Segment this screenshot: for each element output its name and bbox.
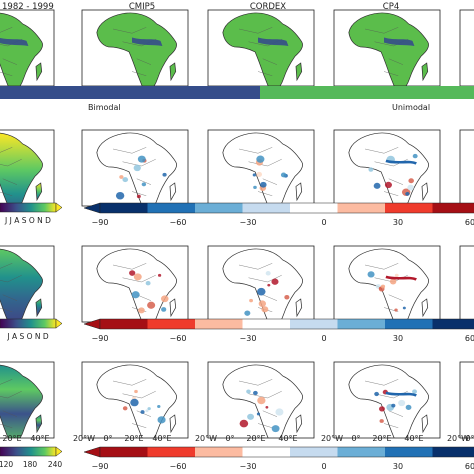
colorbar-bin <box>337 319 385 329</box>
colorbar-bin <box>385 203 433 213</box>
colorbar-bin <box>432 319 474 329</box>
sequential-tick: 120 <box>0 460 13 469</box>
colorbar-bin <box>432 447 474 457</box>
map-panel <box>459 129 474 207</box>
colorbar-tick: −60 <box>170 218 187 227</box>
colorbar-bin <box>337 447 385 457</box>
month-ticks: J J A S O N D <box>4 216 51 225</box>
colorbar-bin <box>195 319 243 329</box>
column-title: 1982 - 1999 <box>2 2 54 12</box>
colorbar-bin <box>385 319 433 329</box>
colorbar-tick: 30 <box>393 334 403 343</box>
colorbar-extend <box>83 446 101 458</box>
map-panel <box>333 129 441 207</box>
regime-segment <box>0 86 260 99</box>
map-panel <box>207 129 315 207</box>
colorbar-bin <box>195 203 243 213</box>
colorbar-bin <box>195 447 243 457</box>
map-panel <box>0 361 55 439</box>
colorbar-tick: −30 <box>240 218 257 227</box>
lon-tick: 20°W <box>195 434 217 443</box>
column-title: CMIP5 <box>129 2 155 12</box>
map-panel <box>207 361 315 439</box>
map-panel <box>459 9 474 87</box>
colorbar-bin <box>432 203 474 213</box>
sequential-colorbar <box>0 202 57 213</box>
colorbar-tick: 30 <box>393 218 403 227</box>
colorbar-bin <box>290 319 338 329</box>
colorbar-tick: −60 <box>170 462 187 471</box>
lon-tick: 40°E <box>152 434 171 443</box>
column-title: CORDEX <box>250 2 286 12</box>
colorbar-tick: 0 <box>321 218 326 227</box>
map-panel <box>333 361 441 439</box>
lon-tick: 40°E <box>404 434 423 443</box>
lon-tick: 20°W <box>447 434 469 443</box>
lon-tick: 20°E <box>2 434 21 443</box>
colorbar-tick: 0 <box>321 334 326 343</box>
sequential-tick: 240 <box>48 460 63 469</box>
sequential-colorbar <box>0 446 57 457</box>
map-panel <box>81 245 189 323</box>
colorbar-tick: −90 <box>92 462 109 471</box>
regime-label: Unimodal <box>392 103 430 112</box>
lon-tick: 0° <box>225 434 234 443</box>
sequential-colorbar <box>0 318 57 329</box>
colorbar-bin <box>147 203 195 213</box>
map-panel <box>333 9 441 87</box>
colorbar-bin <box>290 203 338 213</box>
sequential-tick: 180 <box>23 460 38 469</box>
lon-tick: 0° <box>465 434 474 443</box>
colorbar-bin <box>147 319 195 329</box>
map-panel <box>81 9 189 87</box>
map-panel <box>81 129 189 207</box>
lon-tick: 40°E <box>278 434 297 443</box>
lon-tick: 20°E <box>372 434 391 443</box>
lon-tick: 0° <box>351 434 360 443</box>
colorbar-tick: 30 <box>393 462 403 471</box>
colorbar-bin <box>290 447 338 457</box>
colorbar-bin <box>100 447 148 457</box>
lon-tick: 40°E <box>30 434 49 443</box>
lon-tick: 20°E <box>124 434 143 443</box>
colorbar-tick: −60 <box>170 334 187 343</box>
column-title: CP4 <box>383 2 399 12</box>
colorbar-tick: −90 <box>92 334 109 343</box>
regime-label: Bimodal <box>88 103 121 112</box>
regime-segment <box>260 86 474 99</box>
map-panel <box>0 9 55 87</box>
lon-tick: 0° <box>103 434 112 443</box>
map-panel <box>333 245 441 323</box>
month-ticks: J A S O N D <box>6 332 49 341</box>
colorbar-bin <box>242 203 290 213</box>
colorbar-bin <box>337 203 385 213</box>
map-panel <box>459 245 474 323</box>
lon-tick: 20°E <box>246 434 265 443</box>
colorbar-bin <box>100 203 148 213</box>
lon-tick: 20°W <box>73 434 95 443</box>
colorbar-bin <box>385 447 433 457</box>
map-panel <box>0 129 55 207</box>
lon-tick: 20°W <box>321 434 343 443</box>
colorbar-tick: 60 <box>465 218 474 227</box>
colorbar-tick: 60 <box>465 334 474 343</box>
colorbar-tick: −30 <box>240 462 257 471</box>
map-panel <box>81 361 189 439</box>
map-panel <box>207 9 315 87</box>
colorbar-tick: 0 <box>321 462 326 471</box>
colorbar-tick: −30 <box>240 334 257 343</box>
map-panel <box>0 245 55 323</box>
colorbar-bin <box>147 447 195 457</box>
colorbar-bin <box>100 319 148 329</box>
colorbar-tick: −90 <box>92 218 109 227</box>
colorbar-tick: 60 <box>465 462 474 471</box>
map-panel <box>207 245 315 323</box>
colorbar-bin <box>242 319 290 329</box>
colorbar-bin <box>242 447 290 457</box>
map-panel <box>459 361 474 439</box>
